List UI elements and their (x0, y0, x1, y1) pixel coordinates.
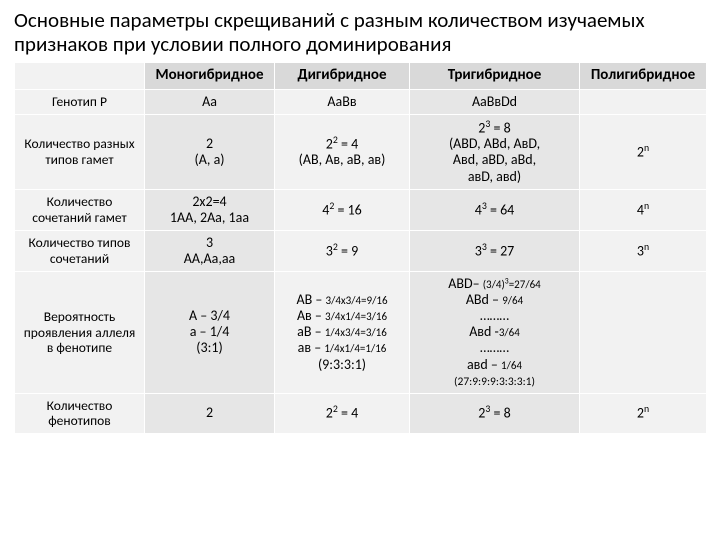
table-row: Количество сочетаний гамет 2х2=41АА, 2Аа… (15, 189, 707, 230)
cell: 22 = 4(АВ, Ав, аВ, ав) (275, 114, 410, 189)
row-label-gamete-combos: Количество сочетаний гамет (15, 189, 145, 230)
row-label-phenotype-prob: Вероятность проявления аллеля в фенотипе (15, 272, 145, 394)
slide-title: Основные параметры скрещиваний с разным … (14, 8, 706, 56)
cell: 22 = 4 (275, 393, 410, 433)
col-polyhybrid: Полигибридное (580, 63, 707, 89)
table-row: Генотип Р Аа АаВв АаВвDd (15, 89, 707, 114)
cell: 3n (580, 230, 707, 271)
cell: АВ – 3/4х3/4=9/16Ав – 3/4х1/4=3/16аВ – 1… (275, 272, 410, 394)
cell (580, 272, 707, 394)
cell: А – 3/4а – 1/4(3:1) (145, 272, 275, 394)
col-monohybrid: Моногибридное (145, 63, 275, 89)
cell: 23 = 8(АВD, АВd, АвD,Авd, аВD, аВd,авD, … (410, 114, 580, 189)
cell: 42 = 16 (275, 189, 410, 230)
cell: Аа (145, 89, 275, 114)
table-header-row: Моногибридное Дигибридное Тригибридное П… (15, 63, 707, 89)
col-dihybrid: Дигибридное (275, 63, 410, 89)
table-row: Количество фенотипов 2 22 = 4 23 = 8 2n (15, 393, 707, 433)
cell: 2х2=41АА, 2Аа, 1аа (145, 189, 275, 230)
cell: 43 = 64 (410, 189, 580, 230)
cell: 2n (580, 114, 707, 189)
table-row: Вероятность проявления аллеля в фенотипе… (15, 272, 707, 394)
cell: АВD– (3/4)3=27/64АВd – 9/64………Авd -3/64…… (410, 272, 580, 394)
cell: 32 = 9 (275, 230, 410, 271)
cell: АаВв (275, 89, 410, 114)
crossing-parameters-table: Моногибридное Дигибридное Тригибридное П… (14, 62, 707, 434)
row-label-phenotype-count: Количество фенотипов (15, 393, 145, 433)
row-label-combo-types: Количество типов сочетаний (15, 230, 145, 271)
row-label-genotype: Генотип Р (15, 89, 145, 114)
table-row: Количество разных типов гамет 2(А, а) 22… (15, 114, 707, 189)
cell: 2(А, а) (145, 114, 275, 189)
col-trihybrid: Тригибридное (410, 63, 580, 89)
header-blank (15, 63, 145, 89)
table-row: Количество типов сочетаний 3АА,Аа,аа 32 … (15, 230, 707, 271)
cell: 33 = 27 (410, 230, 580, 271)
cell: АаВвDd (410, 89, 580, 114)
cell: 3АА,Аа,аа (145, 230, 275, 271)
row-label-gamete-types: Количество разных типов гамет (15, 114, 145, 189)
cell: 4n (580, 189, 707, 230)
cell (580, 89, 707, 114)
cell: 23 = 8 (410, 393, 580, 433)
cell: 2n (580, 393, 707, 433)
cell: 2 (145, 393, 275, 433)
